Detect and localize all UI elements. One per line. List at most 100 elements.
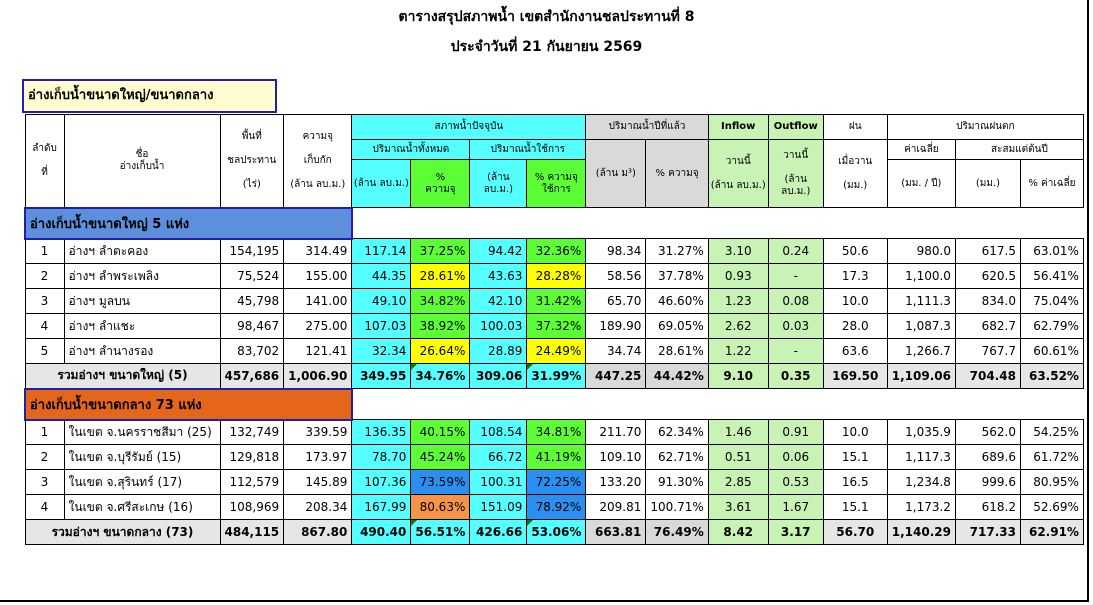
- cell-total-pct: 40.15%: [410, 419, 471, 445]
- cell-last-year-pct: 91.30%: [645, 469, 709, 495]
- cell-no: 3: [24, 469, 65, 495]
- cell-rain-accumulated: 689.6: [954, 444, 1021, 470]
- cell-capacity: 121.41: [283, 338, 353, 364]
- cell-no: 5: [24, 338, 65, 364]
- cell-last-year-volume: 133.20: [585, 469, 647, 495]
- cell-capacity: 275.00: [283, 313, 353, 339]
- cell-rain-accumulated: 618.2: [954, 494, 1021, 520]
- cell-last-year-pct: 100.71%: [645, 494, 709, 520]
- header-total-volume: ปริมาณน้ำทั้งหมด: [351, 139, 471, 160]
- cell-total-pct: 80.63%: [410, 494, 471, 520]
- cell-area: 75,524: [219, 263, 285, 289]
- cell-last-year-pct: 31.27%: [645, 238, 709, 264]
- total-rain: 169.50: [822, 363, 888, 389]
- cell-name: อ่างฯ ลำแชะ: [63, 313, 221, 339]
- cell-last-year-volume: 34.74: [585, 338, 647, 364]
- cell-rain: 50.6: [822, 238, 888, 264]
- cell-rain-average: 1,111.3: [886, 288, 956, 314]
- header-name: ชื่อ อ่างเก็บน้ำ: [63, 114, 221, 208]
- cell-rain: 63.6: [822, 338, 888, 364]
- total-rain-accum-pct: 63.52%: [1019, 363, 1084, 389]
- header-capacity: ความจุ เก็บกัก (ล้าน ลบ.ม.): [283, 114, 353, 208]
- total-last-year-volume: 663.81: [585, 519, 647, 545]
- header-rain: ฝน: [822, 114, 888, 140]
- cell-total-pct: 73.59%: [410, 469, 471, 495]
- cell-inflow: 1.46: [707, 419, 769, 445]
- table-row: 3 อ่างฯ มูลบน 45,798 141.00 49.10 34.82% 42.10…: [24, 288, 1084, 314]
- cell-usable-volume: 100.31: [469, 469, 528, 495]
- total-capacity: 1,006.90: [283, 363, 353, 389]
- cell-capacity: 173.97: [283, 444, 353, 470]
- table-row: 4 ในเขต จ.ศรีสะเกษ (16) 108,969 208.34 167.9…: [24, 494, 1084, 520]
- total-total-volume: 490.40: [351, 519, 412, 545]
- total-usable-pct: 53.06%: [526, 519, 587, 545]
- table-row: 3 ในเขต จ.สุรินทร์ (17) 112,579 145.89 107.3…: [24, 469, 1084, 495]
- cell-no: 1: [24, 419, 65, 445]
- cell-total-pct: 37.25%: [410, 238, 471, 264]
- cell-no: 2: [24, 444, 65, 470]
- total-rain-average: 1,109.06: [886, 363, 956, 389]
- cell-outflow: 0.08: [767, 288, 824, 314]
- header-last-year: ปริมาณน้ำปีที่แล้ว: [585, 114, 709, 140]
- header-no: ลำดับ ที่: [24, 114, 65, 208]
- header-area: พื้นที่ ชลประทาน (ไร่): [219, 114, 285, 208]
- cell-rain-accum-pct: 56.41%: [1019, 263, 1084, 289]
- cell-rain-accum-pct: 80.95%: [1019, 469, 1084, 495]
- cell-no: 1: [24, 238, 65, 264]
- cell-rain-accum-pct: 52.69%: [1019, 494, 1084, 520]
- cell-rain-accum-pct: 75.04%: [1019, 288, 1084, 314]
- cell-rain-accum-pct: 62.79%: [1019, 313, 1084, 339]
- cell-rain-accumulated: 999.6: [954, 469, 1021, 495]
- cell-outflow: 0.91: [767, 419, 824, 445]
- total-last-year-pct: 76.49%: [645, 519, 709, 545]
- section-row-medium: อ่างเก็บน้ำขนาดกลาง 73 แห่ง: [24, 387, 1084, 421]
- cell-rain-accumulated: 620.5: [954, 263, 1021, 289]
- total-inflow: 8.42: [707, 519, 769, 545]
- cell-usable-volume: 100.03: [469, 313, 528, 339]
- page-title: ตารางสรุปสภาพน้ำ เขตสำนักงานชลประทานที่ …: [398, 9, 695, 25]
- cell-usable-volume: 42.10: [469, 288, 528, 314]
- cell-last-year-volume: 58.56: [585, 263, 647, 289]
- total-usable-pct: 31.99%: [526, 363, 587, 389]
- cell-inflow: 1.22: [707, 338, 769, 364]
- total-inflow: 9.10: [707, 363, 769, 389]
- cell-last-year-pct: 46.60%: [645, 288, 709, 314]
- section-row-large: อ่างเก็บน้ำขนาดใหญ่ 5 แห่ง: [24, 206, 1084, 240]
- cell-rain: 10.0: [822, 288, 888, 314]
- total-area: 457,686: [219, 363, 285, 389]
- cell-outflow: 0.53: [767, 469, 824, 495]
- cell-outflow: 0.06: [767, 444, 824, 470]
- cell-area: 129,818: [219, 444, 285, 470]
- cell-outflow: -: [767, 263, 824, 289]
- cell-total-volume: 107.03: [351, 313, 412, 339]
- cell-total-pct: 45.24%: [410, 444, 471, 470]
- section-spacer: [351, 207, 1084, 239]
- cell-rain-accumulated: 767.7: [954, 338, 1021, 364]
- cell-total-volume: 44.35: [351, 263, 412, 289]
- cell-total-volume: 49.10: [351, 288, 412, 314]
- cell-inflow: 0.51: [707, 444, 769, 470]
- cell-rain: 17.3: [822, 263, 888, 289]
- total-rain-accumulated: 704.48: [954, 363, 1021, 389]
- cell-capacity: 314.49: [283, 238, 353, 264]
- cell-usable-volume: 28.89: [469, 338, 528, 364]
- section-title-medium: อ่างเก็บน้ำขนาดกลาง 73 แห่ง: [24, 387, 353, 421]
- cell-rain-accumulated: 562.0: [954, 419, 1021, 445]
- header-usable-mcm: (ล้าน ลบ.ม.): [469, 159, 528, 208]
- cell-rain-average: 1,266.7: [886, 338, 956, 364]
- header-rainfall: ปริมาณฝนตก: [886, 114, 1084, 140]
- total-usable-volume: 309.06: [469, 363, 528, 389]
- cell-usable-pct: 24.49%: [526, 338, 587, 364]
- section-spacer: [351, 388, 1084, 420]
- header-accum-unit: (มม.): [954, 159, 1021, 208]
- cell-last-year-pct: 69.05%: [645, 313, 709, 339]
- cell-name: อ่างฯ ลำพระเพลิง: [63, 263, 221, 289]
- total-outflow: 3.17: [767, 519, 824, 545]
- total-total-pct: 56.51%: [410, 519, 471, 545]
- cell-rain-average: 1,100.0: [886, 263, 956, 289]
- cell-usable-pct: 28.28%: [526, 263, 587, 289]
- cell-rain-accum-pct: 61.72%: [1019, 444, 1084, 470]
- cell-rain-average: 1,087.3: [886, 313, 956, 339]
- cell-area: 83,702: [219, 338, 285, 364]
- total-last-year-volume: 447.25: [585, 363, 647, 389]
